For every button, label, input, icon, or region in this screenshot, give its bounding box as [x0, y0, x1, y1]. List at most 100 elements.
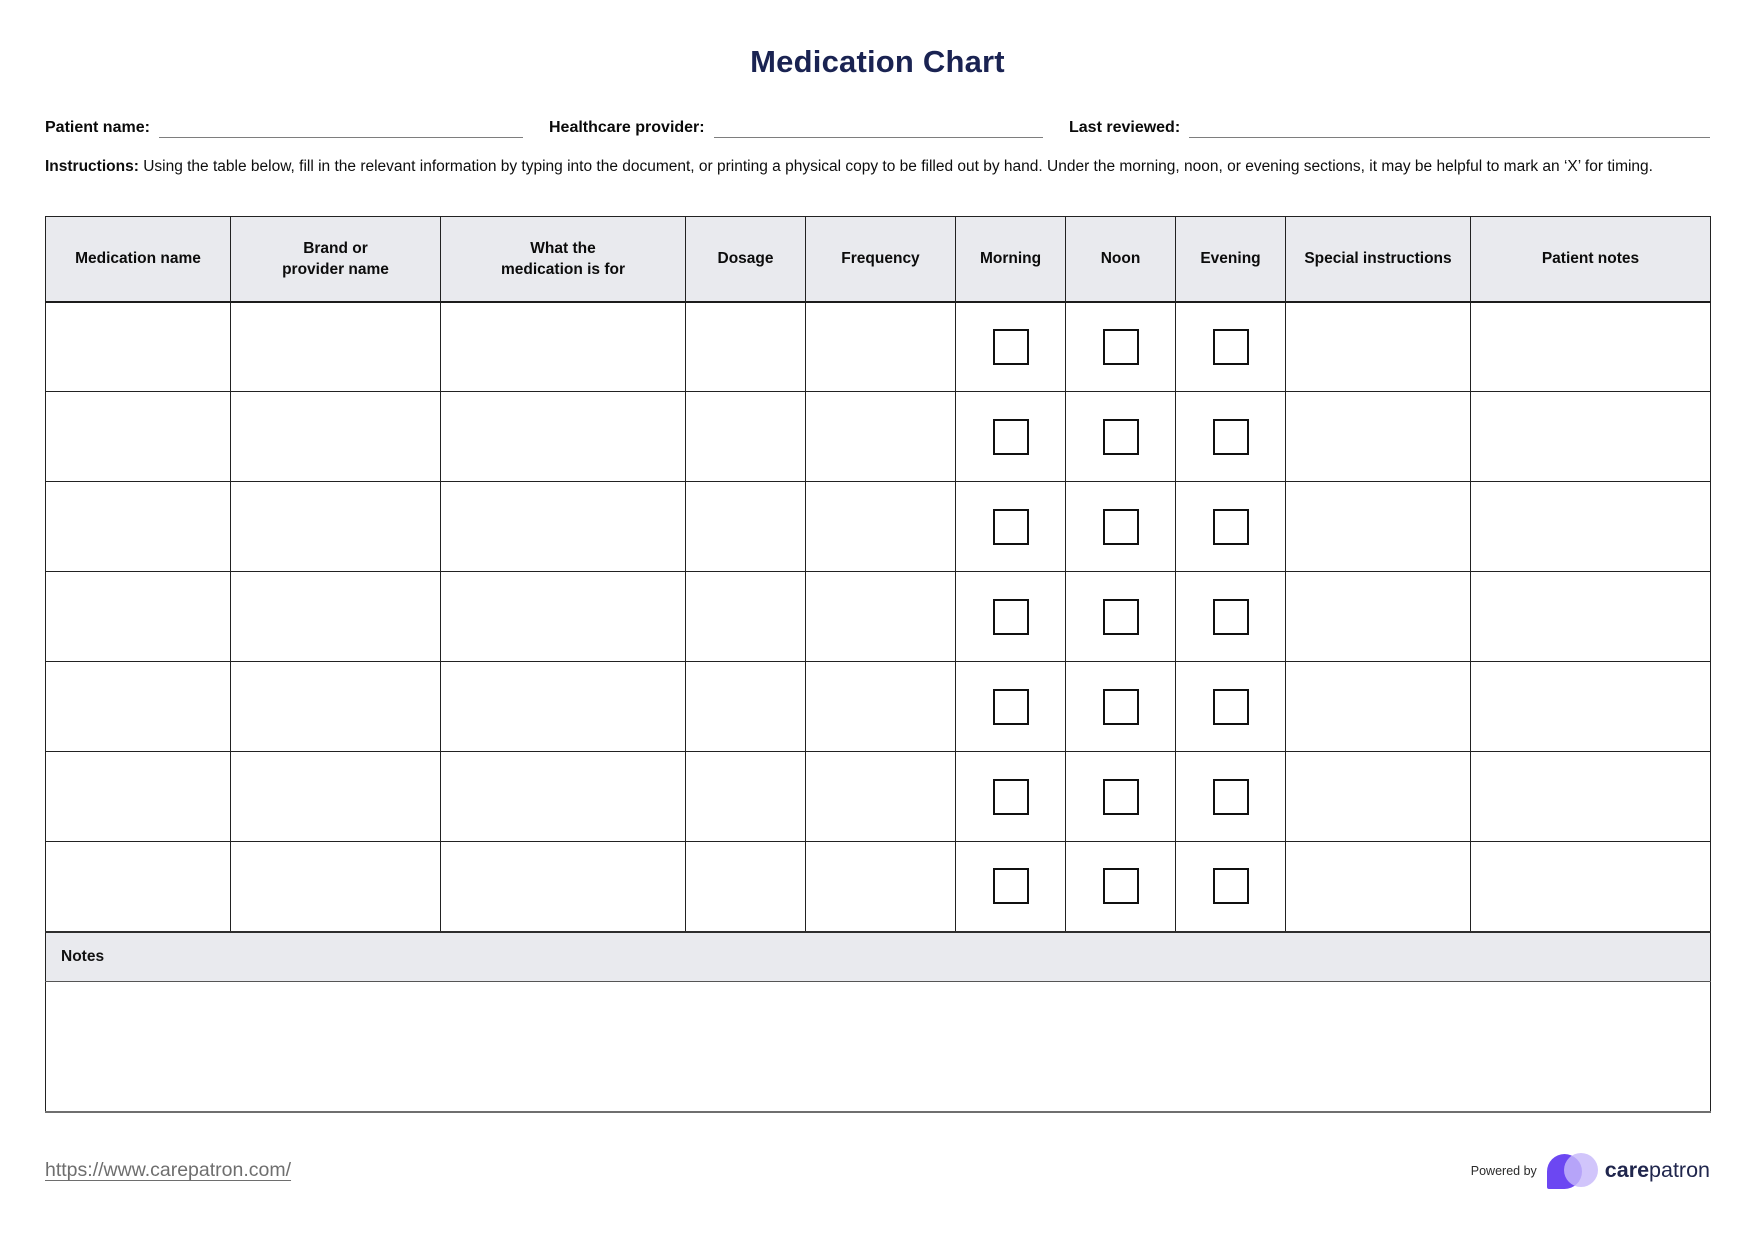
carepatron-site-link[interactable]: https://www.carepatron.com/ — [45, 1159, 292, 1181]
cell-frequency[interactable] — [805, 841, 956, 932]
medication-row — [45, 481, 1711, 572]
cell-medication-name[interactable] — [45, 751, 231, 842]
cell-medication-name[interactable] — [45, 841, 231, 932]
cell-evening[interactable] — [1175, 661, 1286, 752]
evening-checkbox[interactable] — [1212, 688, 1249, 725]
cell-evening[interactable] — [1175, 301, 1286, 392]
cell-special-instructions[interactable] — [1285, 481, 1471, 572]
cell-brand-or-provider-name[interactable] — [230, 481, 441, 572]
cell-special-instructions[interactable] — [1285, 571, 1471, 662]
cell-morning[interactable] — [955, 571, 1066, 662]
cell-patient-notes[interactable] — [1470, 481, 1711, 572]
cell-brand-or-provider-name[interactable] — [230, 391, 441, 482]
cell-evening[interactable] — [1175, 571, 1286, 662]
cell-morning[interactable] — [955, 841, 1066, 932]
cell-morning[interactable] — [955, 301, 1066, 392]
cell-patient-notes[interactable] — [1470, 391, 1711, 482]
cell-noon[interactable] — [1065, 391, 1176, 482]
cell-morning[interactable] — [955, 481, 1066, 572]
cell-medication-name[interactable] — [45, 661, 231, 752]
notes-textarea[interactable] — [45, 981, 1711, 1113]
last-reviewed-input[interactable] — [1189, 118, 1710, 138]
evening-checkbox[interactable] — [1212, 778, 1249, 815]
cell-medication-name[interactable] — [45, 571, 231, 662]
cell-what-the-medication-is-for[interactable] — [440, 841, 686, 932]
cell-patient-notes[interactable] — [1470, 661, 1711, 752]
cell-brand-or-provider-name[interactable] — [230, 301, 441, 392]
evening-checkbox[interactable] — [1212, 508, 1249, 545]
cell-special-instructions[interactable] — [1285, 391, 1471, 482]
noon-checkbox[interactable] — [1102, 418, 1139, 455]
cell-frequency[interactable] — [805, 391, 956, 482]
evening-checkbox[interactable] — [1212, 418, 1249, 455]
cell-frequency[interactable] — [805, 481, 956, 572]
cell-brand-or-provider-name[interactable] — [230, 661, 441, 752]
cell-dosage[interactable] — [685, 661, 806, 752]
cell-morning[interactable] — [955, 661, 1066, 752]
cell-special-instructions[interactable] — [1285, 661, 1471, 752]
cell-dosage[interactable] — [685, 391, 806, 482]
cell-what-the-medication-is-for[interactable] — [440, 661, 686, 752]
cell-medication-name[interactable] — [45, 391, 231, 482]
cell-patient-notes[interactable] — [1470, 301, 1711, 392]
cell-patient-notes[interactable] — [1470, 751, 1711, 842]
cell-medication-name[interactable] — [45, 481, 231, 572]
cell-special-instructions[interactable] — [1285, 841, 1471, 932]
cell-dosage[interactable] — [685, 841, 806, 932]
cell-evening[interactable] — [1175, 841, 1286, 932]
morning-checkbox[interactable] — [992, 868, 1029, 905]
cell-evening[interactable] — [1175, 751, 1286, 842]
cell-frequency[interactable] — [805, 661, 956, 752]
cell-patient-notes[interactable] — [1470, 571, 1711, 662]
cell-morning[interactable] — [955, 391, 1066, 482]
medication-row — [45, 391, 1711, 482]
patient-name-input[interactable] — [158, 118, 523, 138]
cell-evening[interactable] — [1175, 391, 1286, 482]
cell-what-the-medication-is-for[interactable] — [440, 751, 686, 842]
cell-special-instructions[interactable] — [1285, 301, 1471, 392]
noon-checkbox[interactable] — [1102, 688, 1139, 725]
cell-dosage[interactable] — [685, 301, 806, 392]
cell-dosage[interactable] — [685, 751, 806, 842]
cell-medication-name[interactable] — [45, 301, 231, 392]
medication-row — [45, 661, 1711, 752]
morning-checkbox[interactable] — [992, 598, 1029, 635]
cell-dosage[interactable] — [685, 481, 806, 572]
cell-morning[interactable] — [955, 751, 1066, 842]
cell-patient-notes[interactable] — [1470, 841, 1711, 932]
cell-brand-or-provider-name[interactable] — [230, 571, 441, 662]
cell-frequency[interactable] — [805, 571, 956, 662]
cell-brand-or-provider-name[interactable] — [230, 841, 441, 932]
noon-checkbox[interactable] — [1102, 328, 1139, 365]
cell-frequency[interactable] — [805, 301, 956, 392]
morning-checkbox[interactable] — [992, 508, 1029, 545]
cell-dosage[interactable] — [685, 571, 806, 662]
evening-checkbox[interactable] — [1212, 328, 1249, 365]
morning-checkbox[interactable] — [992, 328, 1029, 365]
cell-noon[interactable] — [1065, 301, 1176, 392]
noon-checkbox[interactable] — [1102, 598, 1139, 635]
cell-what-the-medication-is-for[interactable] — [440, 481, 686, 572]
evening-checkbox[interactable] — [1212, 868, 1249, 905]
noon-checkbox[interactable] — [1102, 508, 1139, 545]
cell-what-the-medication-is-for[interactable] — [440, 571, 686, 662]
cell-noon[interactable] — [1065, 841, 1176, 932]
cell-brand-or-provider-name[interactable] — [230, 751, 441, 842]
notes-header-row: Notes — [45, 930, 1711, 982]
healthcare-provider-input[interactable] — [713, 118, 1043, 138]
cell-what-the-medication-is-for[interactable] — [440, 391, 686, 482]
cell-evening[interactable] — [1175, 481, 1286, 572]
cell-noon[interactable] — [1065, 481, 1176, 572]
cell-what-the-medication-is-for[interactable] — [440, 301, 686, 392]
noon-checkbox[interactable] — [1102, 868, 1139, 905]
cell-frequency[interactable] — [805, 751, 956, 842]
morning-checkbox[interactable] — [992, 778, 1029, 815]
morning-checkbox[interactable] — [992, 418, 1029, 455]
cell-noon[interactable] — [1065, 661, 1176, 752]
morning-checkbox[interactable] — [992, 688, 1029, 725]
cell-noon[interactable] — [1065, 751, 1176, 842]
cell-noon[interactable] — [1065, 571, 1176, 662]
evening-checkbox[interactable] — [1212, 598, 1249, 635]
noon-checkbox[interactable] — [1102, 778, 1139, 815]
cell-special-instructions[interactable] — [1285, 751, 1471, 842]
